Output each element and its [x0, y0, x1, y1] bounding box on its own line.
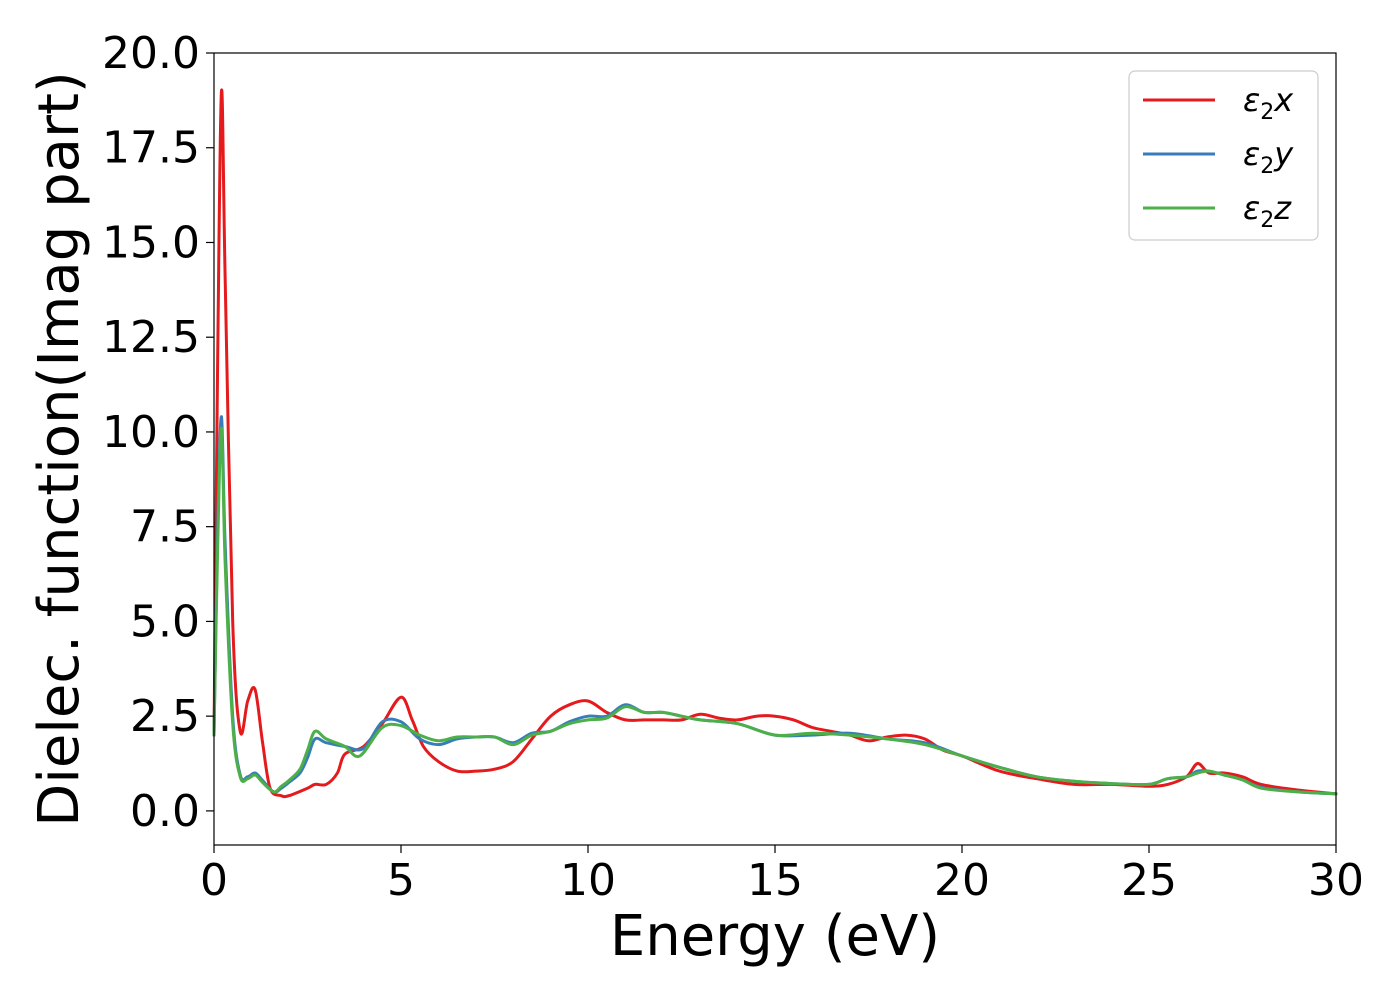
series-group	[212, 88, 1338, 799]
y-tick-label: 15.0	[102, 217, 200, 268]
x-tick-label: 15	[747, 855, 803, 906]
x-tick-label: 25	[1121, 855, 1177, 906]
legend-box	[1128, 70, 1319, 241]
y-tick-label: 17.5	[102, 123, 200, 174]
y-tick-label: 5.0	[130, 596, 200, 647]
y-tick-label: 20.0	[102, 28, 200, 79]
x-tick-label: 30	[1308, 855, 1364, 906]
x-axis: 0 5 10 15 20 25 30	[200, 845, 1364, 906]
y-tick-label: 10.0	[102, 407, 200, 458]
legend-label-2: ε2y	[1243, 135, 1294, 179]
y-tick-label: 2.5	[130, 691, 200, 742]
y-axis-title: Dielec. function(Imag part)	[27, 71, 92, 827]
series-line-1	[212, 88, 1338, 799]
y-tick-label: 7.5	[130, 502, 200, 553]
legend-label-3: ε2z	[1243, 189, 1292, 233]
y-tick-label: 12.5	[102, 312, 200, 363]
x-tick-label: 10	[560, 855, 616, 906]
y-tick-label: 0.0	[130, 786, 200, 837]
x-tick-label: 20	[934, 855, 990, 906]
x-tick-label: 0	[200, 855, 228, 906]
x-tick-label: 5	[387, 855, 415, 906]
legend: ε2x ε2y ε2z	[1128, 70, 1319, 241]
x-axis-title: Energy (eV)	[610, 904, 940, 969]
series-line-3	[212, 426, 1338, 796]
legend-label-1: ε2x	[1243, 81, 1294, 125]
y-axis: 0.0 2.5 5.0 7.5 10.0 12.5 15.0 17.5 20.0	[102, 28, 214, 837]
